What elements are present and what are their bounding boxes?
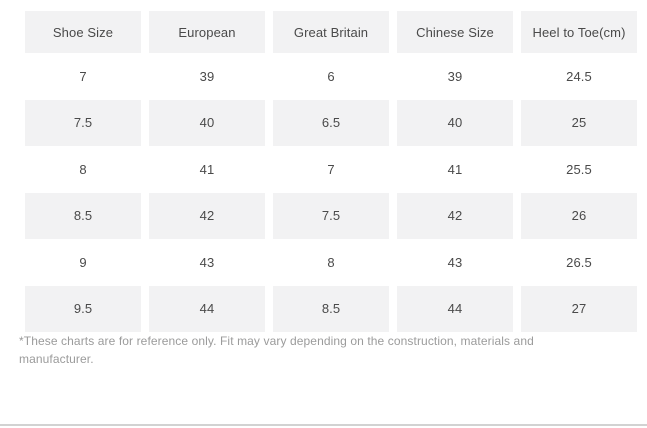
table-cell: 41 bbox=[447, 161, 463, 177]
table-cell: 27 bbox=[521, 285, 637, 332]
table-cell: 39 bbox=[199, 68, 215, 84]
table-cell: 44 bbox=[149, 285, 265, 332]
table-cell: 43 bbox=[447, 254, 463, 270]
table-cell: 41 bbox=[199, 161, 215, 177]
table-cell: 8 bbox=[79, 161, 87, 177]
table-cell: 8.5 bbox=[273, 285, 389, 332]
disclaimer-text: *These charts are for reference only. Fi… bbox=[19, 334, 534, 366]
size-chart-table: Shoe Size European Great Britain Chinese… bbox=[25, 11, 637, 332]
table-cell: 25 bbox=[521, 99, 637, 146]
table-cell: 8 bbox=[327, 254, 335, 270]
table-cell: 42 bbox=[149, 192, 265, 239]
table-cell: 6.5 bbox=[273, 99, 389, 146]
table-row: 8.5 42 7.5 42 26 bbox=[25, 192, 637, 239]
table-row: 9.5 44 8.5 44 27 bbox=[25, 285, 637, 332]
table-cell: 26.5 bbox=[566, 254, 592, 270]
table-cell: 42 bbox=[397, 192, 513, 239]
table-cell: 43 bbox=[199, 254, 215, 270]
table-cell: 24.5 bbox=[566, 68, 592, 84]
table-cell: 9.5 bbox=[25, 285, 141, 332]
table-cell: 25.5 bbox=[566, 161, 592, 177]
table-cell: 44 bbox=[397, 285, 513, 332]
table-cell: 7 bbox=[79, 68, 87, 84]
table-row: 8 41 7 41 25.5 bbox=[25, 146, 637, 193]
table-cell: 39 bbox=[447, 68, 463, 84]
column-header-great-britain: Great Britain bbox=[273, 11, 389, 53]
table-cell: 6 bbox=[327, 68, 335, 84]
table-cell: 26 bbox=[521, 192, 637, 239]
bottom-divider bbox=[0, 424, 647, 426]
table-cell: 7.5 bbox=[273, 192, 389, 239]
column-header-shoe-size: Shoe Size bbox=[25, 11, 141, 53]
table-cell: 40 bbox=[149, 99, 265, 146]
table-header-row: Shoe Size European Great Britain Chinese… bbox=[25, 11, 637, 53]
table-cell: 7 bbox=[327, 161, 335, 177]
column-header-chinese-size: Chinese Size bbox=[397, 11, 513, 53]
column-header-european: European bbox=[149, 11, 265, 53]
table-cell: 9 bbox=[79, 254, 87, 270]
table-row: 7.5 40 6.5 40 25 bbox=[25, 99, 637, 146]
table-cell: 7.5 bbox=[25, 99, 141, 146]
table-row: 9 43 8 43 26.5 bbox=[25, 239, 637, 286]
table-row: 7 39 6 39 24.5 bbox=[25, 53, 637, 100]
column-header-heel-to-toe: Heel to Toe(cm) bbox=[521, 11, 637, 53]
table-cell: 40 bbox=[397, 99, 513, 146]
table-cell: 8.5 bbox=[25, 192, 141, 239]
